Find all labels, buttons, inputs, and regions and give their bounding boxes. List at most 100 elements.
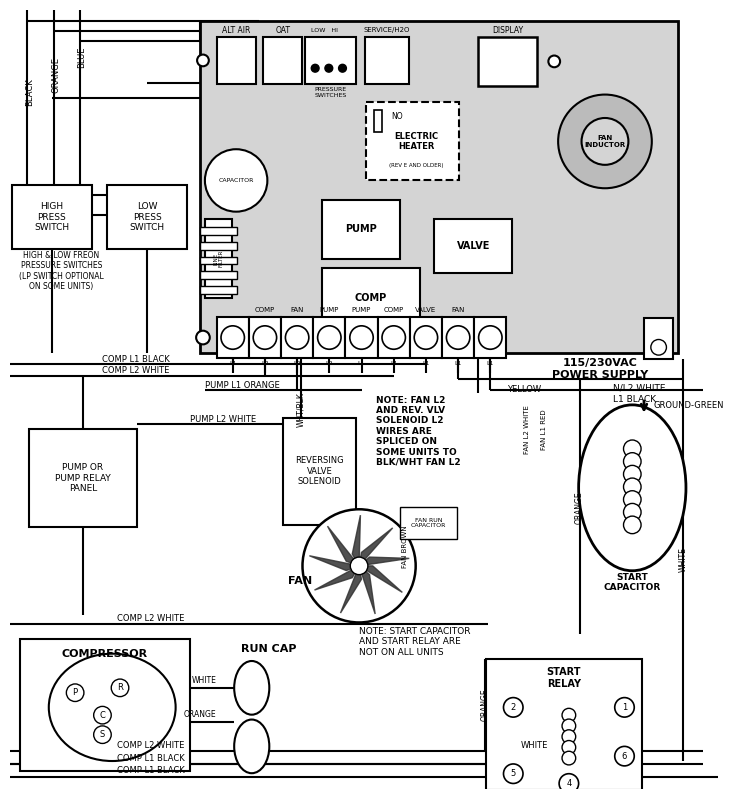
Text: DISPLAY: DISPLAY (492, 26, 523, 34)
Circle shape (562, 709, 576, 722)
Bar (205, 220, 233, 297)
Circle shape (447, 326, 470, 349)
Bar (305, 37, 356, 84)
Text: L1: L1 (422, 361, 430, 367)
Text: VALVE: VALVE (415, 308, 436, 313)
Text: LOW   HI: LOW HI (311, 28, 339, 33)
Circle shape (615, 746, 634, 766)
Text: COMP: COMP (383, 308, 404, 313)
Text: 4: 4 (566, 779, 571, 788)
Text: CAPACITOR: CAPACITOR (219, 178, 254, 183)
Text: GROUND-GREEN: GROUND-GREEN (654, 401, 724, 411)
Circle shape (623, 440, 641, 458)
Circle shape (581, 118, 629, 165)
Text: PUMP: PUMP (319, 308, 339, 313)
Bar (474, 317, 506, 358)
Bar (486, 658, 642, 790)
Circle shape (562, 729, 576, 743)
Text: 6: 6 (622, 752, 627, 761)
Text: FAN L1 RED: FAN L1 RED (542, 409, 548, 450)
Text: L1: L1 (390, 361, 397, 367)
Text: COMPRESSOR: COMPRESSOR (62, 649, 148, 658)
Text: REVERSING
VALVE
SOLENOID: REVERSING VALVE SOLENOID (295, 456, 344, 486)
Text: PUMP L2 WHITE: PUMP L2 WHITE (191, 415, 256, 424)
Bar (12, 185, 92, 248)
Text: C: C (99, 710, 105, 720)
Circle shape (503, 764, 523, 784)
Polygon shape (314, 566, 359, 590)
Circle shape (286, 326, 309, 349)
Bar (200, 256, 237, 264)
Text: RUN CAP: RUN CAP (241, 644, 296, 654)
Text: P: P (73, 688, 78, 698)
Bar (200, 286, 237, 293)
Text: ORANGE: ORANGE (184, 710, 216, 718)
Text: START
CAPACITOR: START CAPACITOR (604, 573, 661, 592)
Text: L1: L1 (229, 361, 236, 367)
Bar (107, 185, 188, 248)
Circle shape (196, 331, 210, 344)
Circle shape (93, 726, 111, 743)
Circle shape (221, 326, 244, 349)
Bar (378, 317, 410, 358)
Text: FAN BROWN: FAN BROWN (402, 525, 408, 567)
Circle shape (93, 706, 111, 724)
Polygon shape (359, 557, 409, 566)
Circle shape (615, 698, 634, 718)
Bar (366, 102, 459, 181)
Circle shape (66, 684, 84, 702)
Bar (29, 429, 137, 527)
Text: L1: L1 (454, 361, 461, 367)
Text: FAN
INDUCTOR: FAN INDUCTOR (584, 135, 626, 148)
Text: OAT: OAT (275, 26, 291, 34)
Circle shape (205, 149, 267, 212)
Text: PUMP OR
PUMP RELAY
PANEL: PUMP OR PUMP RELAY PANEL (55, 463, 111, 493)
Circle shape (559, 773, 578, 793)
Text: L1 BLACK: L1 BLACK (613, 396, 656, 404)
Circle shape (623, 503, 641, 521)
Text: ORANGE: ORANGE (575, 491, 584, 523)
Text: WHITE: WHITE (679, 547, 687, 572)
Text: NO: NO (392, 112, 403, 121)
Circle shape (350, 557, 368, 574)
Text: PUMP: PUMP (345, 225, 377, 234)
Text: WHT/BLK: WHT/BLK (296, 392, 305, 427)
Text: L2: L2 (325, 361, 333, 367)
Text: R: R (117, 683, 123, 693)
Text: PUMP: PUMP (352, 308, 371, 313)
Text: ELECTRIC
HEATER: ELECTRIC HEATER (394, 132, 439, 151)
Text: VALVE: VALVE (456, 241, 490, 252)
Circle shape (318, 326, 341, 349)
Bar (322, 268, 420, 327)
Ellipse shape (234, 661, 269, 714)
Bar (20, 639, 191, 771)
Text: HIGH
PRESS
SWITCH: HIGH PRESS SWITCH (34, 202, 69, 232)
Circle shape (651, 340, 666, 355)
Text: HIGH & LOW FREON
PRESSURE SWITCHES
(LP SWITCH OPTIONAL
ON SOME UNITS): HIGH & LOW FREON PRESSURE SWITCHES (LP S… (19, 251, 104, 292)
Text: BLUE: BLUE (77, 47, 86, 68)
Bar (644, 318, 673, 359)
Text: NOTE: START CAPACITOR
AND START RELAY ARE
NOT ON ALL UNITS: NOTE: START CAPACITOR AND START RELAY AR… (359, 627, 470, 657)
Text: NOTE: FAN L2
AND REV. VLV
SOLENOID L2
WIRES ARE
SPLICED ON
SOME UNITS TO
BLK/WHT: NOTE: FAN L2 AND REV. VLV SOLENOID L2 WI… (375, 396, 460, 467)
Text: N/L2 WHITE: N/L2 WHITE (613, 384, 665, 393)
Polygon shape (328, 527, 359, 566)
Text: LINE
FILTER: LINE FILTER (213, 250, 224, 267)
Circle shape (197, 54, 209, 66)
Polygon shape (309, 556, 359, 570)
Text: S: S (100, 730, 105, 739)
Text: SERVICE/H2O: SERVICE/H2O (364, 27, 410, 34)
Text: FAN: FAN (291, 308, 304, 313)
Circle shape (562, 719, 576, 733)
Text: START
RELAY: START RELAY (547, 667, 581, 689)
Bar (200, 227, 237, 235)
Text: 5: 5 (511, 769, 516, 778)
Bar (434, 220, 512, 273)
Ellipse shape (49, 654, 176, 761)
Text: (REV E AND OLDER): (REV E AND OLDER) (389, 163, 444, 169)
Text: L1: L1 (358, 361, 365, 367)
Ellipse shape (234, 720, 269, 773)
Bar (374, 110, 381, 132)
Text: 1: 1 (622, 703, 627, 712)
Text: ORANGE: ORANGE (481, 688, 489, 721)
Circle shape (325, 65, 333, 72)
